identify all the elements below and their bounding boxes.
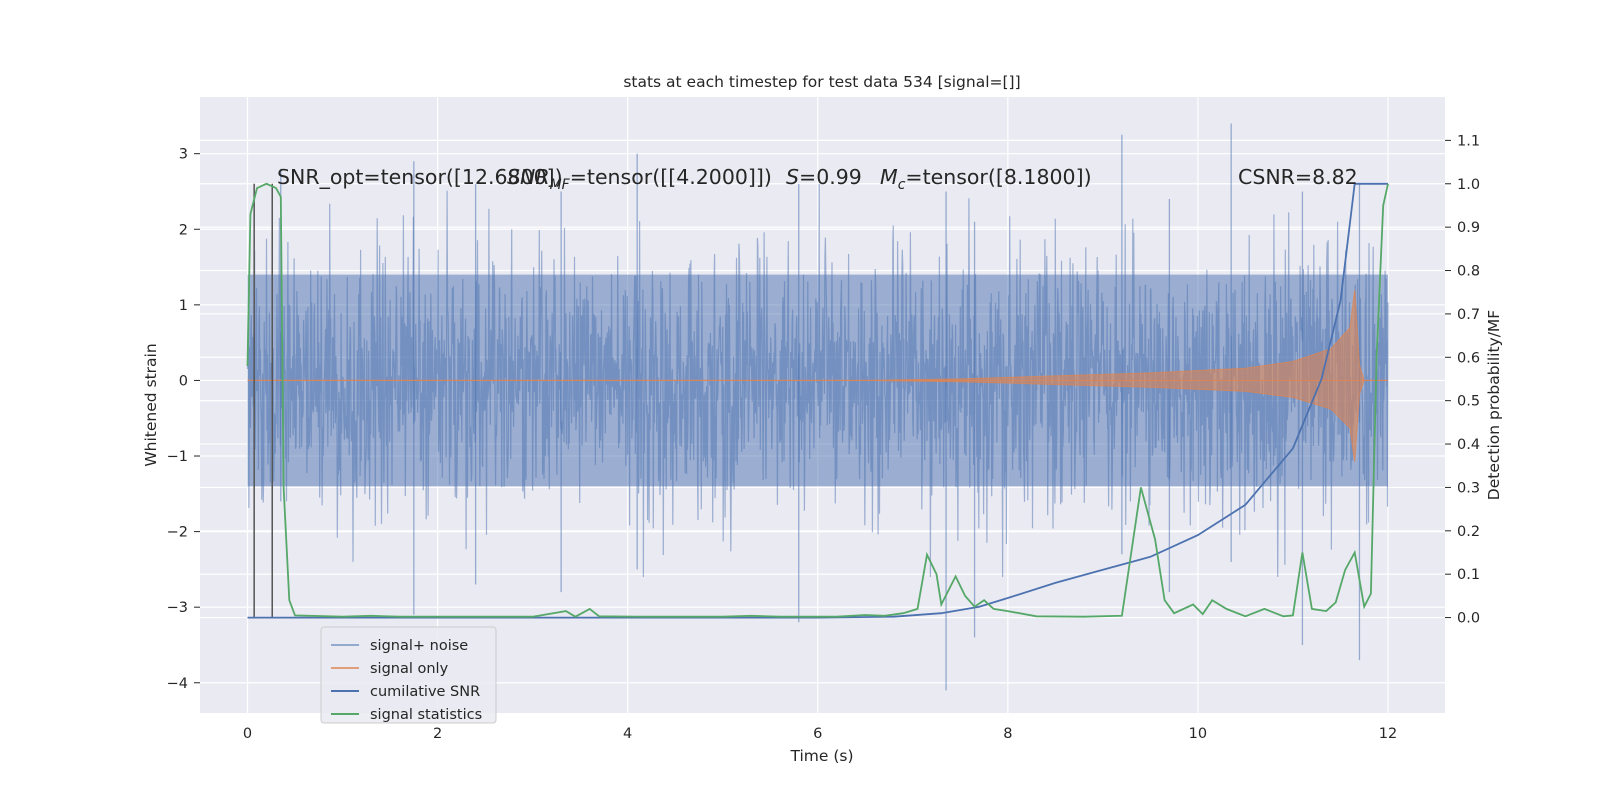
y-right-tick-label: 0.3 [1457, 480, 1480, 496]
y-right-tick-label: 0.4 [1457, 437, 1480, 453]
x-tick-label: 10 [1189, 726, 1207, 742]
y-right-tick-label: 0.8 [1457, 264, 1480, 280]
x-tick-label: 6 [813, 726, 822, 742]
y-right-tick-label: 0.2 [1457, 524, 1480, 540]
y-axis-left-label: Whitened strain [142, 343, 160, 466]
annotation-snr-mf-value: =tensor([[4.2000]]) [570, 165, 772, 189]
annotation-mc-value: =tensor([8.1800]) [905, 165, 1091, 189]
y-axis-right-label: Detection probability/MF [1485, 310, 1503, 501]
chart-title: stats at each timestep for test data 534… [623, 73, 1020, 91]
y-right-tick-label: 0.9 [1457, 220, 1480, 236]
x-tick-label: 0 [243, 726, 252, 742]
annotation-snr-mf-prefix: SNR [507, 165, 550, 189]
legend-label: signal+ noise [370, 638, 468, 654]
annotation-snr-mf: SNRMF=tensor([[4.2000]]) [507, 165, 772, 193]
y-left-tick-label: 2 [179, 222, 188, 238]
y-right-tick-label: 1.1 [1457, 133, 1480, 149]
axis-ticks: 0 2 4 6 8 10 12−4−3−2−101230.00.10.20.30.40.50… [167, 133, 1480, 742]
x-tick-label: 12 [1379, 726, 1397, 742]
y-left-tick-label: 3 [179, 147, 188, 163]
y-right-tick-label: 0.5 [1457, 394, 1480, 410]
annotation-mc-subscript: c [898, 177, 906, 193]
y-right-tick-label: 0.1 [1457, 567, 1480, 583]
cumulative-snr-series [247, 182, 1388, 619]
y-left-tick-label: −1 [167, 449, 188, 465]
legend-box [320, 626, 497, 724]
annotation-snr-opt: SNR_opt=tensor([12.6800]) [277, 165, 563, 190]
legend-label: signal statistics [370, 707, 482, 723]
annotation-snr-mf-subscript: MF [550, 177, 571, 193]
y-left-tick-label: 0 [179, 373, 188, 389]
signal-only-series [247, 289, 1388, 463]
vertical-markers [253, 183, 273, 618]
legend-label: cumilative SNR [370, 684, 480, 700]
annotation-s: S=0.99 [786, 165, 862, 189]
y-left-tick-label: −4 [167, 676, 188, 692]
annotation-csnr: CSNR=8.82 [1238, 165, 1358, 189]
legend-items: signal+ noise signal only cumilative SNR si… [331, 638, 482, 723]
x-tick-label: 8 [1003, 726, 1012, 742]
annotation-s-symbol: S [786, 165, 799, 189]
annotation-mc-symbol: M [880, 165, 898, 189]
legend: signal+ noise signal only cumilative SNR si… [320, 626, 497, 724]
y-right-tick-label: 0.0 [1457, 611, 1480, 627]
signal-statistics-line [246, 182, 1389, 618]
legend-label: signal only [370, 661, 449, 677]
y-right-tick-label: 1.0 [1457, 177, 1480, 193]
annotation-mc: Mc=tensor([8.1800]) [880, 165, 1092, 193]
cumulative-snr-line [247, 182, 1388, 619]
signal-statistics-series [246, 182, 1389, 618]
x-tick-label: 2 [433, 726, 442, 742]
annotation-s-value: =0.99 [799, 165, 862, 189]
y-left-tick-label: 1 [179, 298, 188, 314]
y-left-tick-label: −2 [167, 525, 188, 541]
x-tick-label: 4 [623, 726, 632, 742]
x-axis-label: Time (s) [789, 747, 853, 765]
y-right-tick-label: 0.7 [1457, 307, 1480, 323]
y-right-tick-label: 0.6 [1457, 350, 1480, 366]
y-left-tick-label: −3 [167, 600, 188, 616]
signal-only-envelope [247, 289, 1388, 463]
